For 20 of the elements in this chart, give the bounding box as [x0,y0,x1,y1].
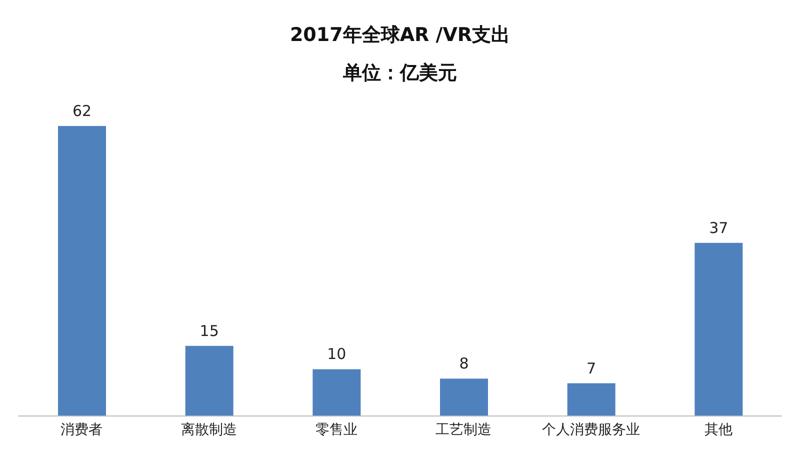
x-tick-label: 个人消费服务业 [542,422,640,438]
bar [567,383,616,416]
chart-subtitle: 单位：亿美元 [342,61,458,86]
data-label: 37 [709,218,728,237]
data-label: 8 [459,354,469,373]
x-tick-label: 工艺制造 [436,422,492,438]
x-tick-label: 消费者 [60,422,103,438]
data-label: 10 [327,345,346,364]
x-tick-label: 其他 [704,422,732,438]
bar [694,242,743,416]
bar [312,369,361,416]
chart-title: 2017年全球AR /VR支出 [288,23,512,48]
bar [58,126,106,416]
x-tick-label: 零售业 [315,422,358,438]
x-tick-label: 离散制造 [181,422,237,438]
data-label: 62 [72,102,92,120]
bar [440,378,488,416]
data-label: 15 [200,322,219,340]
data-label: 7 [586,359,596,378]
bar [185,346,234,416]
